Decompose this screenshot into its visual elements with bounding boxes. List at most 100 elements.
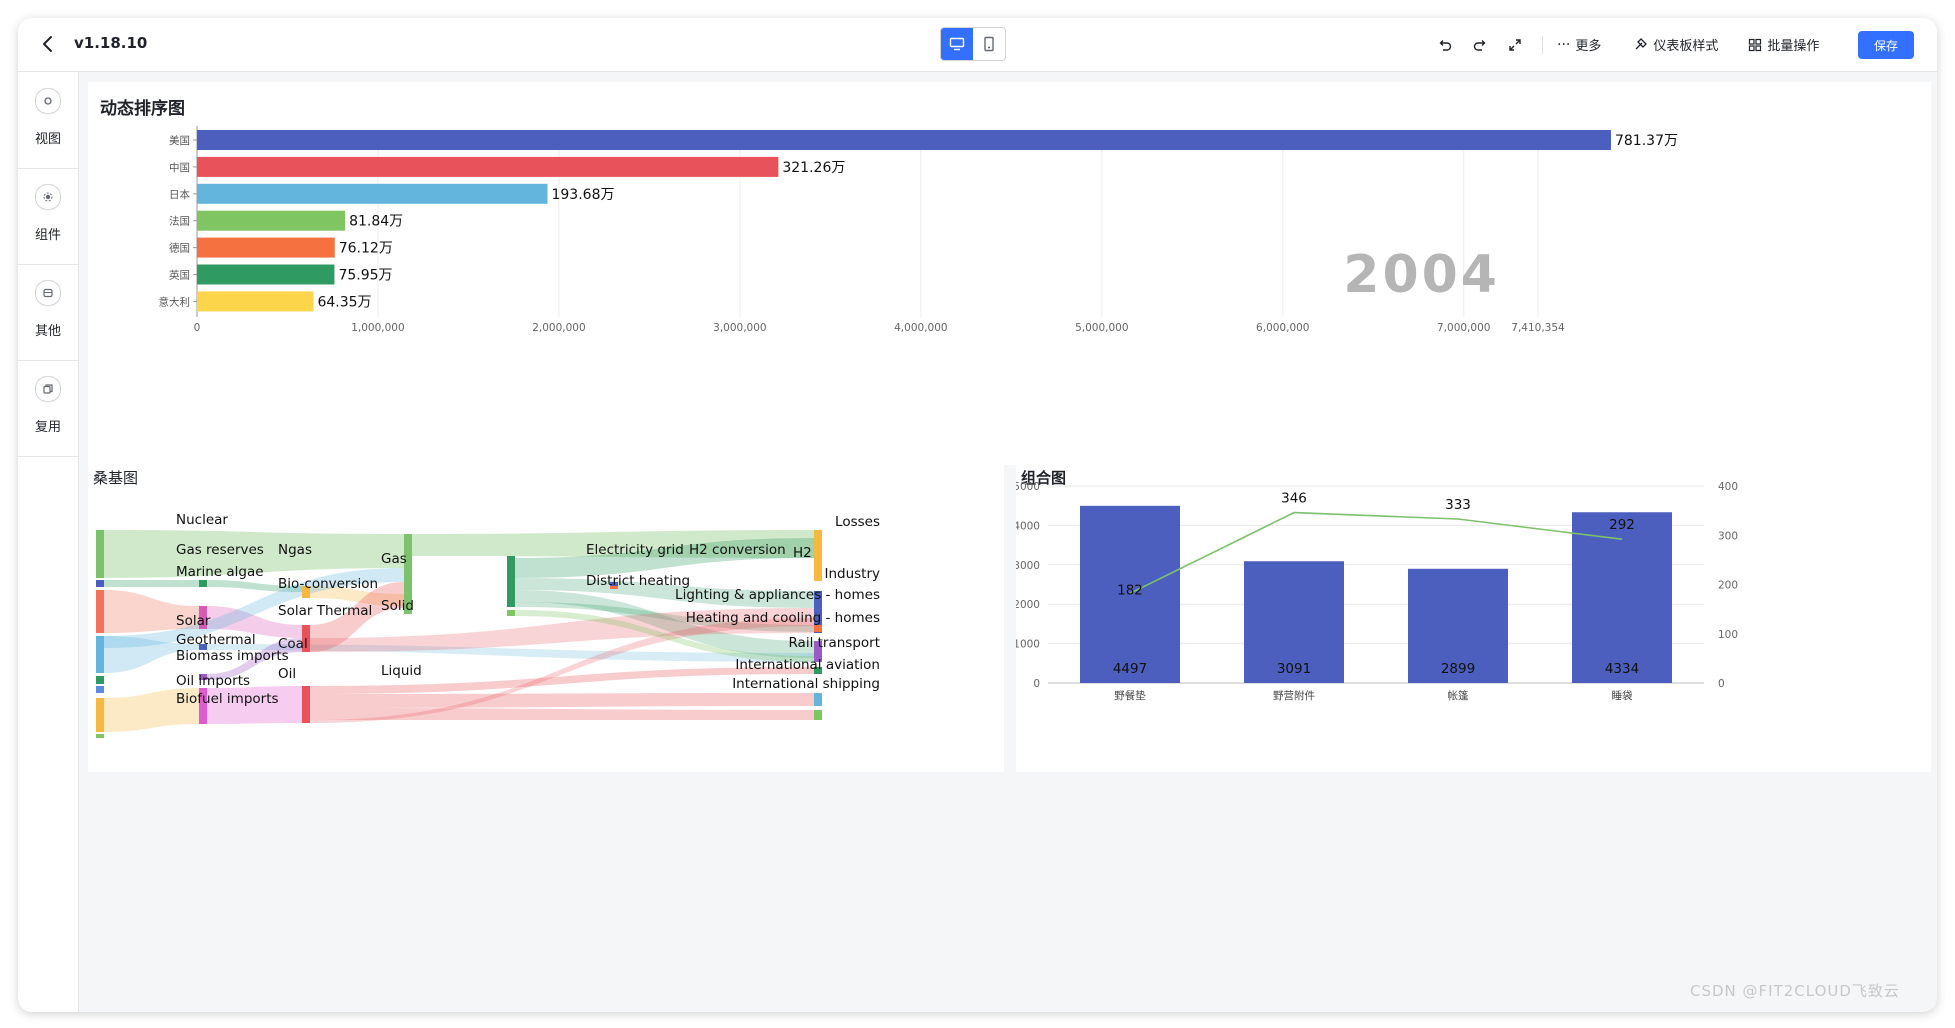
sankey-node bbox=[302, 586, 310, 598]
sankey-link bbox=[207, 580, 302, 592]
sankey-node bbox=[814, 530, 822, 581]
y-left-tick-label: 4000 bbox=[1016, 520, 1040, 532]
y-tick-label: 中国 bbox=[169, 161, 190, 174]
sankey-node-label: Industry bbox=[824, 566, 880, 582]
save-button[interactable]: 保存 bbox=[1858, 31, 1914, 59]
sankey-node bbox=[96, 590, 104, 633]
sankey-link bbox=[207, 644, 814, 662]
race-bar-panel[interactable]: 动态排序图 0 1,000,000 2,000,000 3,000,000 4,000,… bbox=[88, 82, 1931, 465]
sankey-node-label: Solid bbox=[381, 598, 414, 614]
version-label: v1.18.10 bbox=[74, 34, 148, 52]
fullscreen-button[interactable] bbox=[1504, 34, 1526, 56]
batch-operation-label: 批量操作 bbox=[1767, 39, 1820, 54]
bar-data-label: 4497 bbox=[1113, 661, 1147, 677]
sankey-link bbox=[515, 610, 814, 662]
sidebar-item-component[interactable]: 组件 bbox=[18, 168, 78, 265]
desktop-view-button[interactable] bbox=[941, 28, 973, 60]
sankey-node bbox=[302, 625, 310, 652]
bar-data-label: 3091 bbox=[1277, 661, 1311, 677]
bar-意大利 bbox=[197, 291, 314, 312]
sankey-link bbox=[310, 693, 814, 708]
sidebar-item-label: 组件 bbox=[34, 228, 61, 243]
x-tick-label: 4,000,000 bbox=[894, 322, 947, 334]
grid-icon bbox=[1749, 38, 1762, 51]
watermark: CSDN @FIT2CLOUD飞致云 bbox=[1690, 982, 1900, 1000]
combo-panel[interactable]: 组合图 0 1000 2000 3000 4000 5000 0 100 200 300 400 44… bbox=[1016, 458, 1931, 772]
sankey-chart: Nuclear Gas reserves Marine algae Solar Geot… bbox=[96, 512, 880, 738]
x-tick-label: 帐篷 bbox=[1448, 689, 1470, 702]
toolbar-divider bbox=[1542, 35, 1543, 54]
x-tick-label: 野营附件 bbox=[1273, 689, 1315, 702]
sidebar-item-view[interactable]: 视图 bbox=[18, 72, 78, 169]
sankey-node bbox=[96, 636, 104, 673]
sankey-link bbox=[104, 568, 404, 648]
sankey-node-label: Rail transport bbox=[788, 635, 880, 651]
bar-data-label: 2899 bbox=[1441, 661, 1475, 677]
sankey-node bbox=[507, 556, 515, 607]
mobile-view-button[interactable] bbox=[973, 28, 1005, 60]
sankey-node bbox=[199, 644, 207, 650]
sidebar-item-label: 视图 bbox=[34, 132, 61, 147]
y-right-tick-label: 300 bbox=[1718, 530, 1738, 542]
sankey-node-label: Biofuel imports bbox=[176, 691, 279, 707]
redo-button[interactable] bbox=[1469, 34, 1491, 56]
sankey-node bbox=[610, 582, 618, 586]
batch-operation-button[interactable]: 批量操作 bbox=[1748, 35, 1819, 54]
desktop-icon bbox=[949, 37, 965, 51]
y-tick-label: 英国 bbox=[169, 269, 190, 282]
x-tick-label: 3,000,000 bbox=[713, 322, 766, 334]
sidebar-item-reuse[interactable]: 复用 bbox=[18, 360, 78, 457]
history-tools: ··· 更多 仪表板样式 批量操作 bbox=[1434, 18, 1819, 71]
bar-法国 bbox=[197, 210, 346, 231]
line-data-label: 333 bbox=[1445, 497, 1471, 513]
sankey-node bbox=[814, 625, 822, 632]
more-icon: ··· bbox=[1557, 36, 1571, 53]
sankey-link bbox=[515, 578, 814, 608]
sankey-node-label: International aviation bbox=[735, 657, 880, 673]
sankey-panel[interactable]: 桑基图 Nuclear Gas reserves Marine algae Solar… bbox=[88, 458, 1004, 772]
bar-日本 bbox=[197, 183, 548, 204]
sankey-node-label: Bio-conversion bbox=[278, 576, 378, 592]
data-label: 781.37万 bbox=[1615, 133, 1678, 149]
sankey-node-label: Geothermal bbox=[176, 632, 256, 648]
sankey-node bbox=[199, 674, 207, 680]
more-button[interactable]: ··· 更多 bbox=[1557, 35, 1602, 55]
race-bar-chart: 0 1,000,000 2,000,000 3,000,000 4,000,000 5,0… bbox=[159, 126, 1678, 334]
bar-野餐垫 bbox=[1080, 505, 1180, 683]
sankey-link bbox=[310, 608, 814, 652]
sankey-node-label: Lighting & appliances - homes bbox=[675, 587, 880, 603]
sankey-link bbox=[515, 602, 814, 632]
sankey-link bbox=[104, 590, 199, 633]
line-series bbox=[1129, 511, 1623, 595]
sankey-link bbox=[104, 530, 404, 578]
dashboard-style-label: 仪表板样式 bbox=[1653, 39, 1719, 54]
sankey-node-label: District heating bbox=[586, 573, 690, 589]
undo-button[interactable] bbox=[1434, 34, 1456, 56]
dashboard-style-button[interactable]: 仪表板样式 bbox=[1633, 35, 1718, 54]
brush-icon bbox=[1635, 38, 1648, 50]
sankey-link bbox=[104, 636, 199, 673]
sidebar-item-label: 其他 bbox=[34, 324, 61, 339]
sankey-link bbox=[412, 530, 814, 558]
sankey-node-label: Coal bbox=[278, 636, 308, 652]
data-label: 81.84万 bbox=[349, 214, 403, 230]
app-window: v1.18.10 ··· bbox=[18, 18, 1937, 1012]
bar-美国 bbox=[197, 130, 1611, 150]
sankey-node-label: Gas bbox=[381, 551, 407, 567]
back-button[interactable] bbox=[36, 30, 60, 58]
bar-英国 bbox=[197, 264, 335, 285]
sidebar-item-other[interactable]: 其他 bbox=[18, 264, 78, 361]
component-icon bbox=[35, 184, 61, 210]
y-tick-label: 意大利 bbox=[159, 295, 191, 308]
view-icon bbox=[35, 88, 61, 114]
panel-title: 动态排序图 bbox=[100, 99, 185, 119]
more-label: 更多 bbox=[1575, 39, 1602, 54]
sankey-node-label: Losses bbox=[835, 514, 880, 530]
sankey-link bbox=[207, 686, 302, 724]
sankey-link bbox=[207, 638, 302, 680]
sankey-node bbox=[96, 676, 104, 684]
data-label: 193.68万 bbox=[551, 187, 614, 203]
sankey-node-label: H2 conversion bbox=[689, 542, 786, 558]
top-toolbar: v1.18.10 ··· bbox=[18, 18, 1937, 72]
sankey-node bbox=[96, 530, 104, 578]
